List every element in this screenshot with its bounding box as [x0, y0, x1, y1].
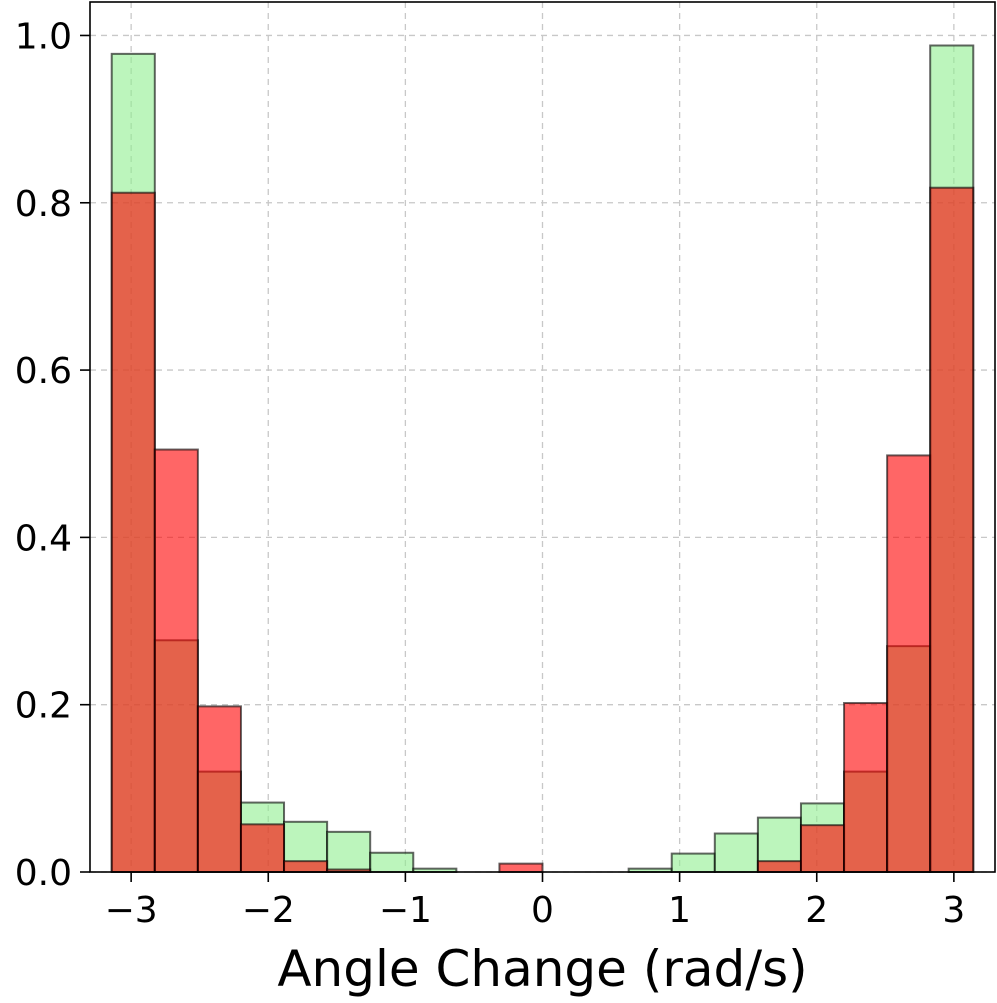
x-axis-label: Angle Change (rad/s) — [277, 940, 807, 998]
histogram-bar-series-2 — [239, 823, 286, 874]
y-tick-label: 0.8 — [15, 184, 72, 225]
histogram-bar-series-2 — [843, 702, 889, 873]
x-tick-label: 1 — [668, 890, 691, 931]
histogram-bar-series-2 — [153, 448, 199, 873]
histogram-bar-series-2 — [756, 860, 802, 873]
histogram-bar-series-1 — [326, 830, 372, 873]
histogram-bar-series-2 — [498, 862, 544, 874]
y-tick-label: 0.0 — [15, 853, 72, 894]
x-tick-label: −3 — [105, 890, 158, 931]
x-tick-label: −1 — [379, 890, 432, 931]
x-tick-label: 3 — [942, 890, 965, 931]
y-tick-label: 0.2 — [15, 686, 72, 727]
histogram-bar-series-2 — [196, 705, 242, 873]
histogram-bar-series-1 — [670, 852, 716, 873]
x-tick-label: 0 — [531, 890, 554, 931]
histogram-bar-series-2 — [110, 191, 156, 873]
histogram-bar-series-2 — [929, 186, 975, 873]
bars — [110, 44, 975, 874]
histogram-bar-series-2 — [886, 454, 932, 873]
x-tick-label: −2 — [242, 890, 295, 931]
histogram-bar-series-2 — [799, 824, 846, 874]
histogram-bar-series-1 — [713, 832, 759, 873]
histogram-bar-series-2 — [283, 860, 329, 873]
x-tick-label: 2 — [805, 890, 828, 931]
ticks: −3 −2 −1 0 1 2 3 0.0 0.2 0.4 0.6 0.8 1.0 — [15, 16, 966, 931]
y-tick-label: 0.4 — [15, 518, 72, 559]
histogram-bar-series-1 — [369, 851, 415, 874]
y-tick-label: 0.6 — [15, 351, 72, 392]
y-tick-label: 1.0 — [15, 16, 72, 57]
